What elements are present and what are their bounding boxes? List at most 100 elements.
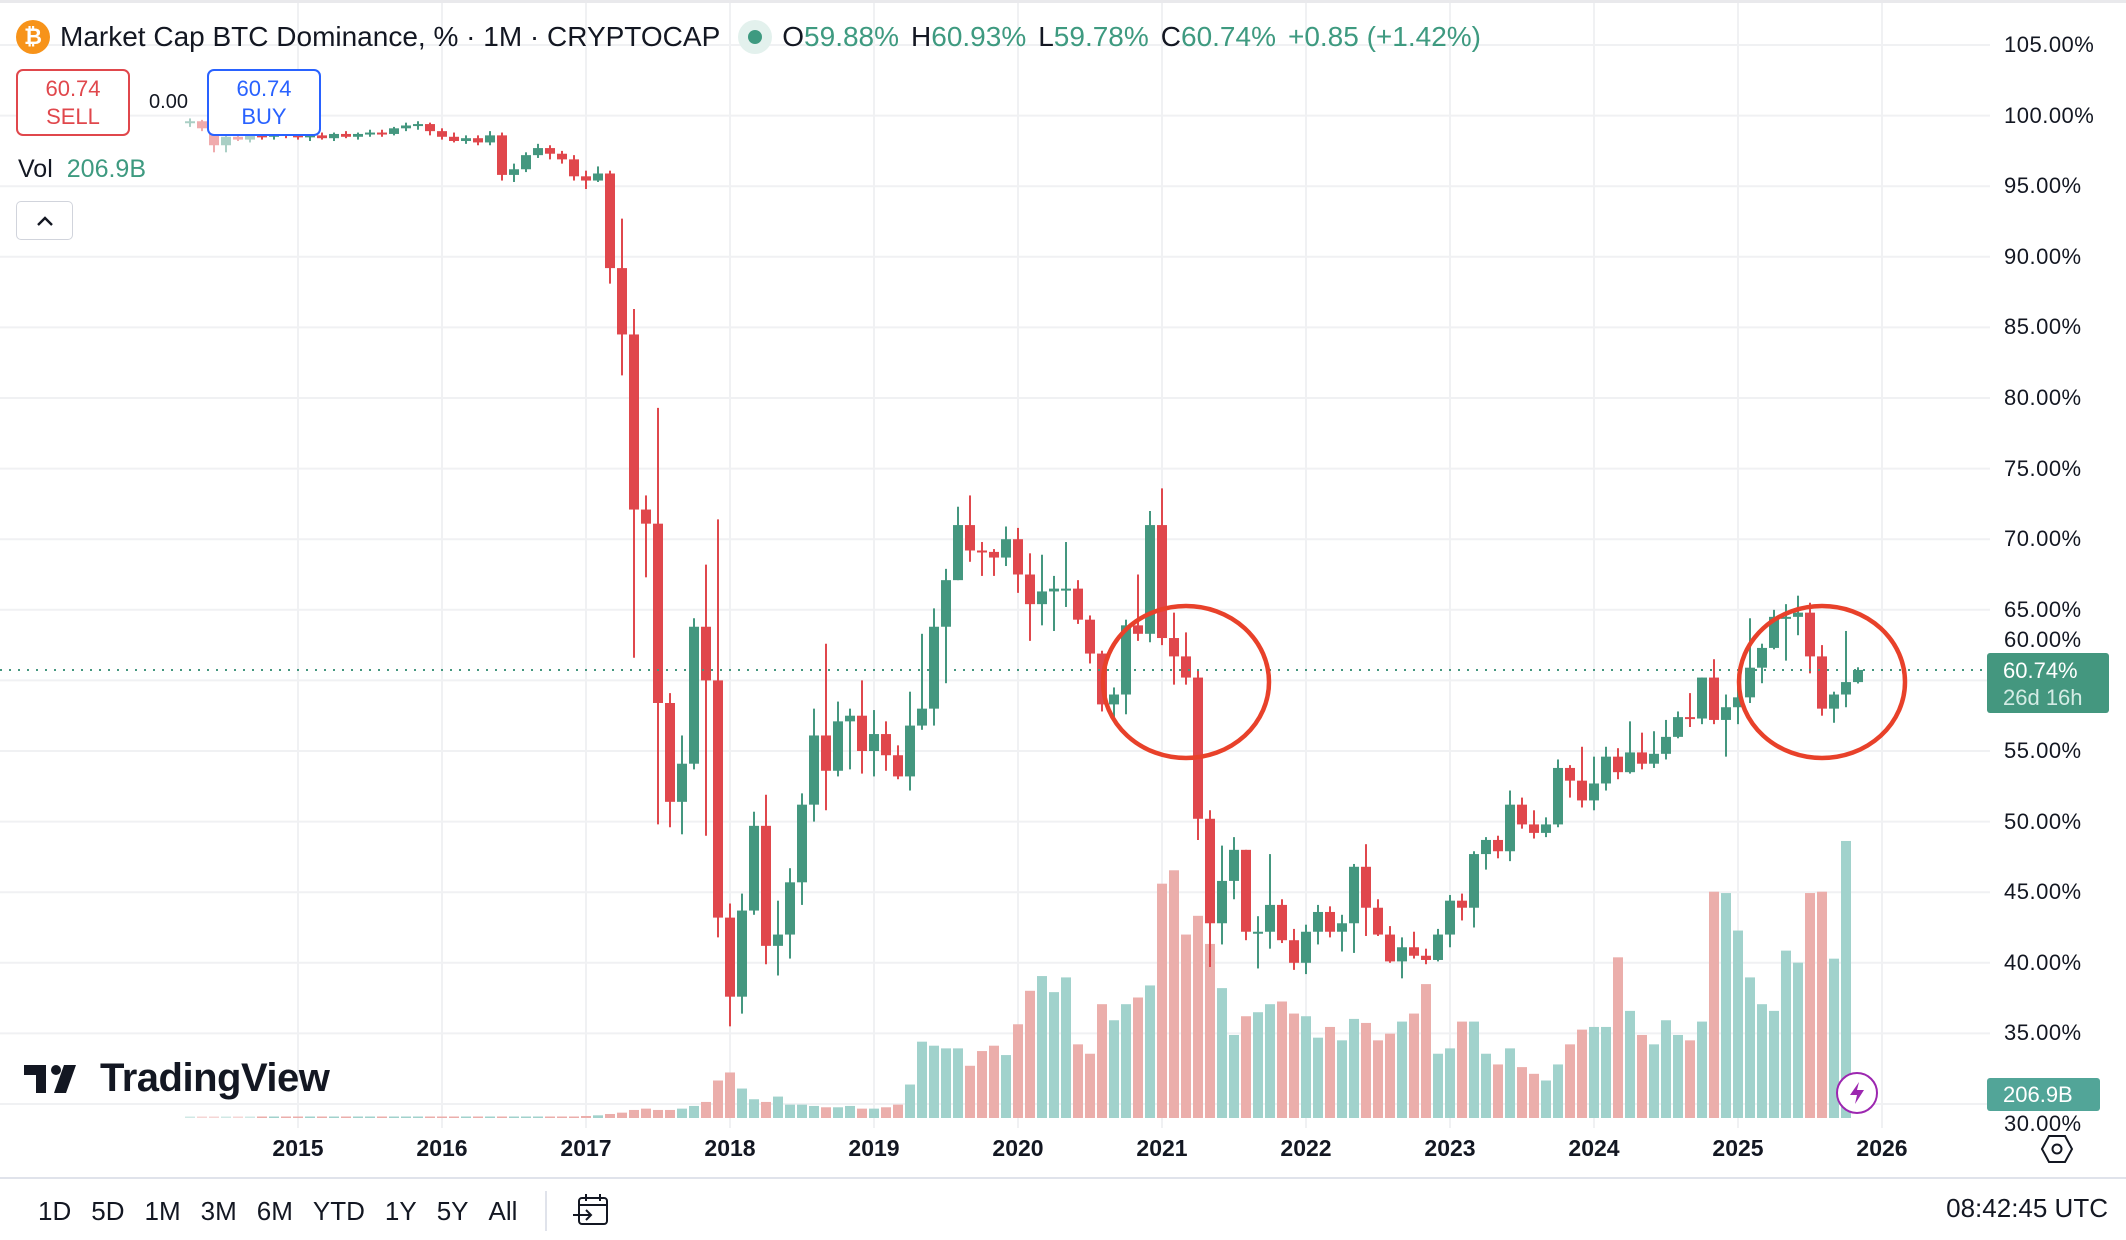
range-button-ytd[interactable]: YTD bbox=[312, 1195, 365, 1226]
volume-bar bbox=[1181, 934, 1191, 1118]
volume-bar bbox=[1073, 1044, 1083, 1118]
lightning-icon[interactable] bbox=[1836, 1072, 1878, 1114]
calendar-goto-icon[interactable] bbox=[571, 1191, 611, 1231]
volume-bar bbox=[1277, 1001, 1287, 1118]
volume-bar bbox=[1265, 1004, 1275, 1118]
sell-price: 60.74 bbox=[45, 75, 101, 101]
candle-body bbox=[977, 550, 987, 553]
buy-button[interactable]: 60.74 BUY bbox=[207, 69, 321, 136]
volume-bar bbox=[545, 1116, 555, 1118]
candle-body bbox=[449, 136, 459, 142]
candle bbox=[1253, 916, 1263, 969]
volume-bar bbox=[581, 1115, 591, 1118]
close-value: 60.74% bbox=[1181, 21, 1276, 52]
price-axis-label: 65.00% bbox=[2004, 596, 2082, 622]
candle bbox=[725, 903, 735, 1027]
trade-panel: 60.74 SELL 0.00 60.74 BUY bbox=[16, 69, 321, 136]
volume-bar bbox=[1049, 992, 1059, 1118]
candle bbox=[1517, 797, 1527, 829]
volume-bar bbox=[593, 1115, 603, 1118]
range-button-5y[interactable]: 5Y bbox=[436, 1195, 469, 1226]
low-value: 59.78% bbox=[1053, 21, 1149, 52]
volume-bar bbox=[809, 1105, 819, 1118]
candle-body bbox=[1589, 783, 1599, 801]
market-status-icon[interactable] bbox=[738, 20, 773, 54]
candle-body bbox=[1553, 767, 1563, 825]
collapse-legend-button[interactable] bbox=[16, 201, 73, 240]
volume-bar bbox=[1829, 958, 1839, 1118]
volume-bar bbox=[401, 1116, 411, 1118]
volume-bar bbox=[569, 1116, 579, 1118]
candle bbox=[1637, 732, 1647, 770]
candle bbox=[893, 745, 903, 780]
candle bbox=[1337, 914, 1347, 952]
volume-bar bbox=[833, 1107, 843, 1118]
candle bbox=[593, 166, 603, 182]
range-button-all[interactable]: All bbox=[488, 1195, 518, 1226]
candle-body bbox=[365, 132, 375, 135]
candle-body bbox=[605, 173, 615, 269]
candle-body bbox=[785, 882, 795, 935]
volume-bar bbox=[1349, 1018, 1359, 1118]
candle-body bbox=[401, 125, 411, 129]
volume-bar bbox=[1061, 977, 1071, 1118]
volume-bar bbox=[869, 1108, 879, 1118]
candle bbox=[341, 131, 351, 139]
candle bbox=[1145, 510, 1155, 643]
symbol-title[interactable]: Market Cap BTC Dominance, % · 1M · CRYPT… bbox=[60, 21, 721, 52]
candle-body bbox=[641, 509, 651, 524]
volume-bar bbox=[1817, 891, 1827, 1118]
candle bbox=[389, 126, 399, 136]
tradingview-logo[interactable]: TradingView bbox=[24, 1056, 330, 1101]
candle bbox=[533, 143, 543, 158]
candle bbox=[1793, 595, 1803, 636]
candle-body bbox=[1169, 638, 1179, 657]
volume-legend[interactable]: Vol 206.9B bbox=[18, 155, 146, 184]
clock[interactable]: 08:42:45 UTC bbox=[1946, 1193, 2108, 1223]
candle-body bbox=[1817, 656, 1827, 709]
candle bbox=[1301, 924, 1311, 975]
candle-body bbox=[1301, 931, 1311, 963]
candle-body bbox=[881, 734, 891, 756]
candle-body bbox=[1421, 955, 1431, 960]
price-chart[interactable] bbox=[0, 3, 1990, 1128]
sell-button[interactable]: 60.74 SELL bbox=[16, 69, 130, 136]
volume-bar bbox=[1313, 1037, 1323, 1118]
candle bbox=[485, 131, 495, 146]
volume-bar bbox=[329, 1116, 339, 1118]
candle bbox=[809, 708, 819, 822]
candle-body bbox=[1841, 682, 1851, 695]
candle bbox=[665, 693, 675, 828]
candle bbox=[1529, 810, 1539, 839]
candle bbox=[1289, 928, 1299, 970]
candle-body bbox=[485, 135, 495, 143]
range-button-1m[interactable]: 1M bbox=[144, 1195, 181, 1226]
price-axis-label: 105.00% bbox=[2004, 32, 2095, 57]
volume-bar bbox=[533, 1116, 543, 1118]
volume-bar bbox=[317, 1116, 327, 1118]
price-axis-label: 60.00% bbox=[2004, 627, 2082, 652]
candle-body bbox=[461, 138, 471, 142]
range-button-1d[interactable]: 1D bbox=[38, 1195, 72, 1226]
candle-body bbox=[1013, 539, 1023, 575]
settings-icon[interactable] bbox=[2040, 1133, 2074, 1170]
volume-bar bbox=[449, 1116, 459, 1118]
candle-body bbox=[557, 153, 567, 160]
range-button-6m[interactable]: 6M bbox=[256, 1195, 293, 1226]
range-button-3m[interactable]: 3M bbox=[200, 1195, 237, 1226]
candle bbox=[1205, 810, 1215, 968]
candle-body bbox=[521, 155, 531, 170]
volume-axis-label: 206.9B bbox=[1987, 1078, 2100, 1111]
volume-bar bbox=[797, 1104, 807, 1118]
candle bbox=[677, 735, 687, 835]
range-button-1y[interactable]: 1Y bbox=[384, 1195, 417, 1226]
candle-body bbox=[749, 825, 759, 911]
candle bbox=[1277, 899, 1287, 944]
candle bbox=[1697, 677, 1707, 725]
candle-body bbox=[1781, 616, 1791, 619]
range-button-5d[interactable]: 5D bbox=[91, 1195, 125, 1226]
candle bbox=[197, 119, 207, 132]
candle-body bbox=[617, 268, 627, 335]
candle bbox=[1121, 619, 1131, 715]
volume-bar bbox=[1097, 1004, 1107, 1118]
